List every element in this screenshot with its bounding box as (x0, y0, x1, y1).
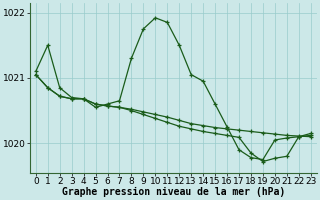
X-axis label: Graphe pression niveau de la mer (hPa): Graphe pression niveau de la mer (hPa) (62, 187, 285, 197)
